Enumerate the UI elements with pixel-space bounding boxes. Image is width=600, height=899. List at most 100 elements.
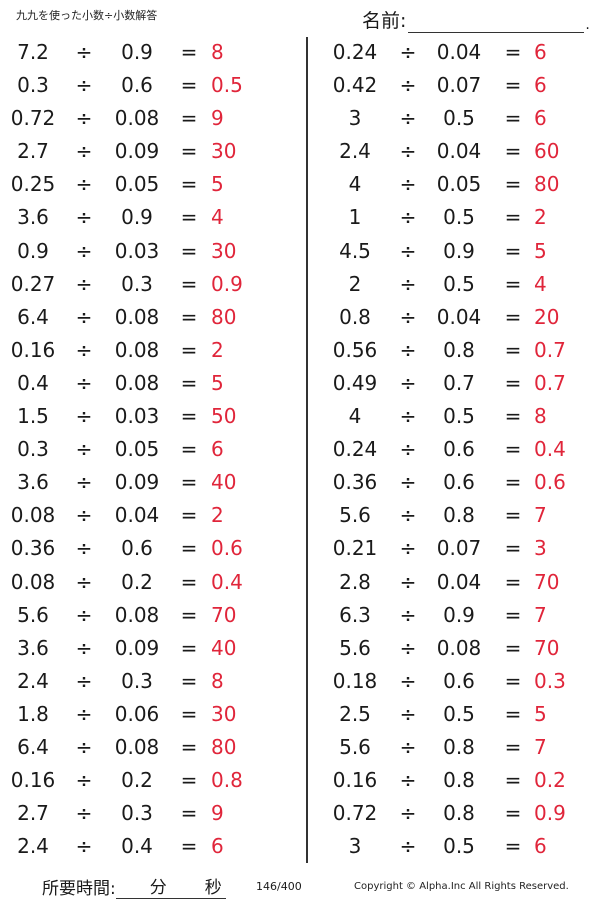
dividend: 1 (348, 205, 362, 230)
divisor: 0.5 (443, 834, 475, 859)
answer: 5 (211, 370, 224, 395)
divide-sign: ÷ (399, 73, 417, 98)
divisor: 0.05 (114, 437, 160, 462)
divisor: 0.9 (443, 238, 475, 263)
dividend: 0.24 (332, 40, 378, 64)
divide-sign: ÷ (75, 172, 93, 197)
equals-sign: = (180, 337, 198, 362)
problem-row: 0.42 ÷ 0.07 = 6 (318, 69, 600, 102)
problem-row: 5.6 ÷ 0.08 = 70 (0, 599, 300, 632)
dividend: 5.6 (339, 734, 371, 759)
equals-sign: = (180, 801, 198, 826)
divide-sign: ÷ (75, 470, 93, 495)
divide-sign: ÷ (399, 337, 417, 362)
answer: 0.3 (534, 668, 566, 693)
dividend: 0.24 (332, 437, 378, 462)
divide-sign: ÷ (399, 370, 417, 395)
time-label: 所要時間: (42, 879, 116, 899)
answer: 6 (534, 40, 547, 64)
seconds-blank[interactable] (170, 880, 201, 899)
answer: 30 (211, 238, 237, 263)
equals-sign: = (504, 205, 522, 230)
equals-sign: = (504, 40, 522, 64)
answer: 0.5 (211, 73, 243, 98)
problem-row: 3.6 ÷ 0.9 = 4 (0, 201, 300, 234)
divisor: 0.04 (436, 569, 482, 594)
divide-sign: ÷ (399, 106, 417, 131)
divide-sign: ÷ (75, 370, 93, 395)
divisor: 0.04 (436, 139, 482, 164)
divide-sign: ÷ (75, 834, 93, 859)
answer: 2 (211, 337, 224, 362)
divisor: 0.8 (443, 337, 475, 362)
divisor: 0.08 (114, 370, 160, 395)
answer: 9 (211, 801, 224, 826)
divisor: 0.6 (443, 437, 475, 462)
minutes-blank[interactable] (115, 880, 146, 899)
divide-sign: ÷ (75, 701, 93, 726)
divide-sign: ÷ (75, 437, 93, 462)
divide-sign: ÷ (75, 205, 93, 230)
dividend: 2.4 (339, 139, 371, 164)
answer: 0.7 (534, 370, 566, 395)
equals-sign: = (180, 271, 198, 296)
equals-sign: = (180, 701, 198, 726)
name-input-line[interactable] (408, 14, 585, 33)
divide-sign: ÷ (75, 139, 93, 164)
problem-row: 0.16 ÷ 0.08 = 2 (0, 334, 300, 367)
divide-sign: ÷ (75, 304, 93, 329)
problem-row: 0.56 ÷ 0.8 = 0.7 (318, 334, 600, 367)
problem-row: 5.6 ÷ 0.8 = 7 (318, 499, 600, 532)
divide-sign: ÷ (399, 536, 417, 561)
dividend: 2.5 (339, 701, 371, 726)
equals-sign: = (504, 470, 522, 495)
divisor: 0.09 (114, 635, 160, 660)
answer: 5 (534, 238, 547, 263)
divide-sign: ÷ (75, 668, 93, 693)
answer: 6 (211, 834, 224, 859)
divide-sign: ÷ (399, 834, 417, 859)
divide-sign: ÷ (75, 602, 93, 627)
dividend: 7.2 (17, 40, 49, 64)
dividend: 2.8 (339, 569, 371, 594)
answer: 5 (211, 172, 224, 197)
equals-sign: = (180, 139, 198, 164)
divisor: 0.2 (121, 768, 153, 793)
dividend: 0.16 (10, 768, 56, 793)
problem-row: 3.6 ÷ 0.09 = 40 (0, 466, 300, 499)
problem-row: 0.25 ÷ 0.05 = 5 (0, 168, 300, 201)
dividend: 0.72 (332, 801, 378, 826)
equals-sign: = (180, 370, 198, 395)
answer: 0.9 (211, 271, 243, 296)
equals-sign: = (180, 503, 198, 528)
equals-sign: = (180, 569, 198, 594)
name-trailing-dot: . (585, 17, 590, 33)
problem-row: 2.4 ÷ 0.3 = 8 (0, 665, 300, 698)
divide-sign: ÷ (75, 635, 93, 660)
divisor: 0.08 (114, 602, 160, 627)
answer: 40 (211, 635, 237, 660)
divisor: 0.2 (121, 569, 153, 594)
dividend: 0.25 (10, 172, 56, 197)
divide-sign: ÷ (75, 404, 93, 429)
divisor: 0.08 (436, 635, 482, 660)
problem-row: 0.72 ÷ 0.8 = 0.9 (318, 797, 600, 830)
answer: 0.6 (211, 536, 243, 561)
problem-row: 5.6 ÷ 0.8 = 7 (318, 731, 600, 764)
dividend: 0.72 (10, 106, 56, 131)
divisor: 0.8 (443, 503, 475, 528)
seconds-unit: 秒 (200, 873, 226, 899)
equals-sign: = (504, 271, 522, 296)
divisor: 0.07 (436, 73, 482, 98)
copyright-notice: Copyright © Alpha.Inc All Rights Reserve… (354, 881, 569, 892)
answer: 80 (211, 734, 237, 759)
equals-sign: = (504, 238, 522, 263)
dividend: 6.3 (339, 602, 371, 627)
divide-sign: ÷ (75, 271, 93, 296)
problem-row: 0.21 ÷ 0.07 = 3 (318, 532, 600, 565)
divide-sign: ÷ (399, 635, 417, 660)
equals-sign: = (180, 73, 198, 98)
equals-sign: = (180, 635, 198, 660)
divide-sign: ÷ (75, 569, 93, 594)
equals-sign: = (504, 73, 522, 98)
